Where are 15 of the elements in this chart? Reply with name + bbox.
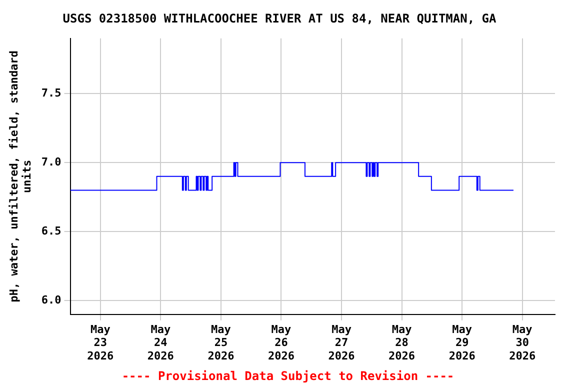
y-tick-label: 7.0: [41, 155, 62, 168]
chart-title: USGS 02318500 WITHLACOOCHEE RIVER AT US 84, NEAR QUITMAN, GA: [62, 11, 498, 26]
y-tick-label: 6.5: [41, 224, 62, 238]
y-tick-label: 7.5: [41, 86, 62, 100]
x-tick-label: May 29 2026: [448, 322, 476, 362]
x-tick-label: May 28 2026: [388, 322, 416, 362]
x-tick-label: May 30 2026: [509, 322, 536, 362]
x-tick-label: May 27 2026: [328, 322, 356, 362]
y-tick-label: 6.0: [41, 293, 62, 306]
text: ---- Provisional Data Subject to Revision ----: [122, 369, 454, 383]
x-tick-label: May 23 2026: [87, 322, 114, 362]
x-tick-label: May 24 2026: [147, 322, 174, 362]
x-tick-label: May 25 2026: [208, 322, 235, 362]
x-tick-label: May 26 2026: [268, 322, 295, 362]
y-axis-title: pH, water, unfiltered, field, standard units: [7, 50, 34, 302]
